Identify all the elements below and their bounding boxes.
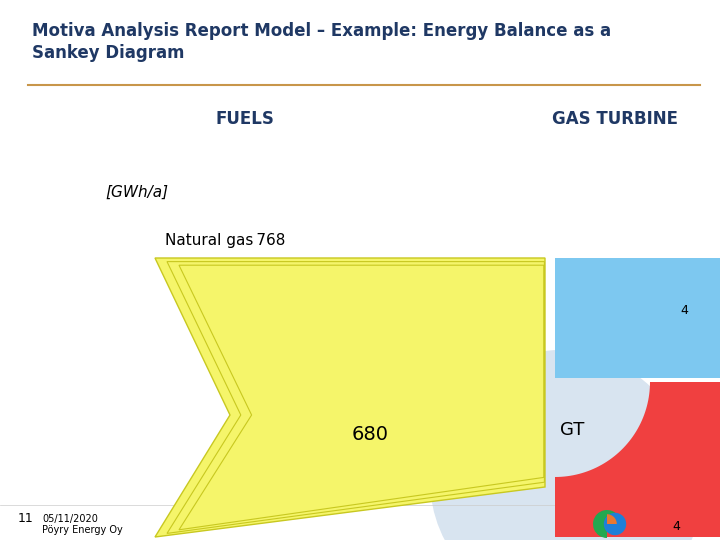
Polygon shape (555, 382, 720, 537)
Text: Motiva Analysis Report Model – Example: Energy Balance as a
Sankey Diagram: Motiva Analysis Report Model – Example: … (32, 22, 611, 62)
Circle shape (430, 350, 690, 540)
Text: 4: 4 (672, 521, 680, 534)
Text: 680: 680 (351, 426, 389, 444)
Wedge shape (593, 510, 621, 538)
Text: GAS TURBINE: GAS TURBINE (552, 110, 678, 128)
Text: POYRY: POYRY (631, 522, 688, 537)
Text: [GWh/a]: [GWh/a] (105, 185, 168, 200)
Text: 11: 11 (18, 512, 34, 525)
Circle shape (500, 400, 700, 540)
Polygon shape (155, 258, 545, 537)
Text: GT: GT (560, 421, 584, 439)
Text: 05/11/2020: 05/11/2020 (42, 514, 98, 524)
Text: 4: 4 (680, 303, 688, 316)
Wedge shape (607, 514, 617, 524)
Bar (555, 258, 720, 378)
Text: Natural gas 768: Natural gas 768 (165, 233, 285, 248)
Text: FUELS: FUELS (215, 110, 274, 128)
Text: Pöyry Energy Oy: Pöyry Energy Oy (42, 525, 122, 535)
Circle shape (604, 513, 626, 535)
